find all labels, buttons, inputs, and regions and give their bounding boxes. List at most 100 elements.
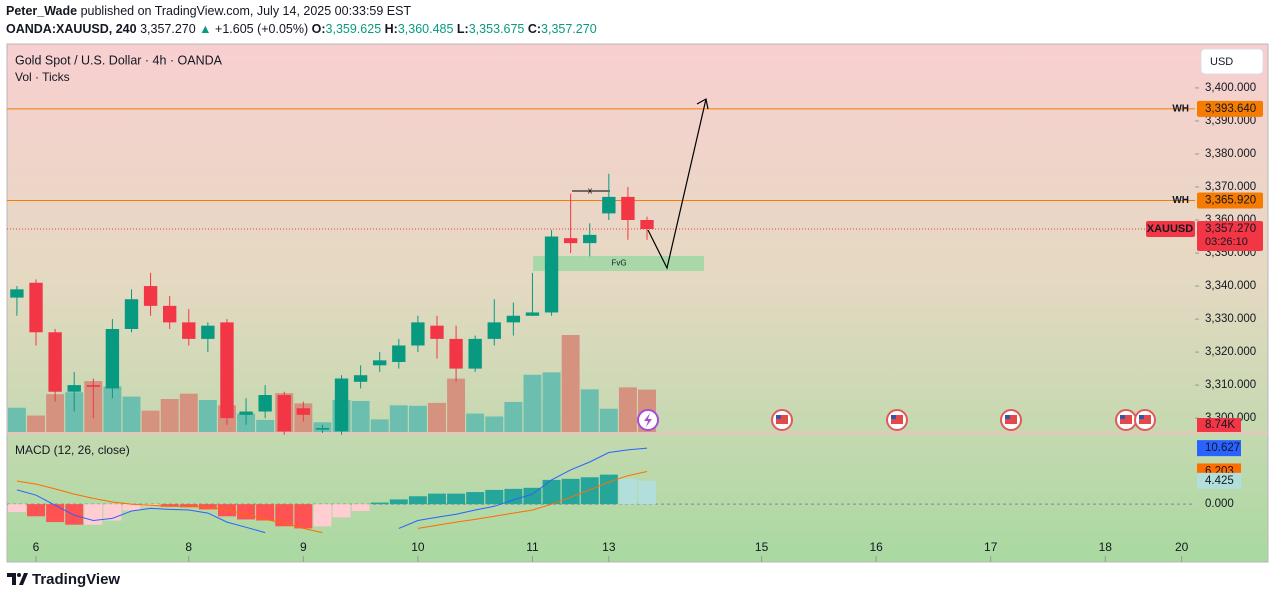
ohlc-label: O: bbox=[312, 22, 326, 36]
candle-body bbox=[411, 322, 425, 346]
volume-label: 8.74K bbox=[1205, 419, 1235, 431]
candle-body bbox=[105, 328, 120, 389]
histogram-bar bbox=[618, 478, 637, 505]
candle-body bbox=[563, 238, 578, 244]
fvg-label: FvG bbox=[611, 259, 626, 268]
macd-value-label: 4.425 bbox=[1205, 475, 1234, 487]
symbol: OANDA:XAUUSD, 240 bbox=[6, 22, 137, 36]
volume-bar bbox=[256, 419, 275, 432]
histogram-bar bbox=[599, 474, 618, 505]
candle-body bbox=[315, 428, 330, 430]
candle-body bbox=[525, 312, 540, 316]
y-tick-label: 3,380.000 bbox=[1205, 148, 1256, 160]
level-label: 3,393.640 bbox=[1205, 103, 1256, 115]
price-label: 3,357.270 bbox=[1205, 223, 1256, 235]
histogram-bar bbox=[84, 504, 103, 525]
volume-bar bbox=[466, 413, 485, 432]
volume-bar bbox=[580, 389, 599, 432]
logo-icon bbox=[7, 573, 28, 585]
macd-badge bbox=[1197, 440, 1241, 457]
chart-title: Gold Spot / U.S. Dollar · 4h · OANDA bbox=[15, 53, 223, 67]
histogram-bar bbox=[370, 502, 389, 505]
y-tick-label: 3,400.000 bbox=[1205, 82, 1256, 94]
change: +1.605 (+0.05%) bbox=[215, 22, 308, 36]
candle-body bbox=[10, 289, 24, 298]
volume-bar bbox=[408, 405, 427, 432]
drawn-arrow bbox=[647, 98, 707, 270]
candle-body bbox=[487, 322, 501, 339]
candle-body bbox=[86, 385, 100, 387]
volume-badge bbox=[1197, 418, 1241, 432]
candle-body bbox=[392, 345, 406, 362]
x-tick-label: 10 bbox=[411, 540, 425, 554]
volume-bar bbox=[160, 399, 179, 432]
publish-line: Peter_Wade published on TradingView.com,… bbox=[6, 4, 411, 18]
event-icons bbox=[637, 409, 659, 431]
macd-tick-label: 0.000 bbox=[1205, 498, 1234, 510]
histogram-bar bbox=[256, 504, 275, 521]
flag-canton bbox=[776, 415, 781, 419]
candle-body bbox=[67, 385, 81, 392]
x-tick-label: 20 bbox=[1175, 540, 1189, 554]
volume-bar bbox=[27, 415, 45, 432]
histogram-bar bbox=[561, 478, 580, 505]
histogram-bar bbox=[7, 504, 26, 513]
candle-body bbox=[373, 360, 387, 366]
level-name: WH bbox=[1172, 195, 1189, 206]
currency[interactable]: USD bbox=[1210, 56, 1233, 68]
flag-canton bbox=[1005, 415, 1010, 419]
arrow: ▲ bbox=[199, 22, 211, 36]
volume-bar bbox=[504, 401, 523, 432]
candle-body bbox=[468, 338, 482, 369]
volume-bar bbox=[542, 372, 561, 432]
flag bbox=[776, 415, 788, 424]
volume-bar bbox=[122, 396, 141, 432]
last: 3,357.270 bbox=[140, 22, 196, 36]
histogram-bar bbox=[275, 504, 294, 527]
candle-body bbox=[449, 338, 463, 369]
histogram-bar bbox=[198, 504, 217, 510]
candle-body bbox=[544, 236, 559, 313]
ohlc-label: L: bbox=[457, 22, 469, 36]
chart-subtitle: Vol · Ticks bbox=[15, 70, 70, 84]
candle-body bbox=[29, 282, 43, 333]
currency-button[interactable] bbox=[1200, 48, 1264, 75]
x-tick-label: 18 bbox=[1099, 540, 1113, 554]
histogram-bar bbox=[313, 504, 332, 527]
chart-frame bbox=[6, 43, 1269, 563]
histogram-bar bbox=[466, 492, 485, 505]
candle-body bbox=[506, 315, 521, 323]
volume-bar bbox=[370, 419, 389, 432]
volume-bar bbox=[46, 394, 65, 432]
candle-body bbox=[201, 325, 215, 339]
candle-body bbox=[239, 411, 253, 415]
histogram-bar bbox=[428, 493, 446, 505]
y-tick-label: 3,340.000 bbox=[1205, 280, 1256, 292]
candle-body bbox=[220, 322, 234, 419]
logo: TradingView bbox=[7, 571, 120, 588]
candle-body bbox=[258, 395, 272, 412]
y-tick-label: 3,310.000 bbox=[1205, 379, 1256, 391]
signal-line bbox=[16, 471, 648, 534]
candle-body bbox=[430, 325, 444, 339]
volume-bar bbox=[103, 386, 122, 432]
histogram-bar bbox=[504, 488, 523, 505]
macd-title: MACD (12, 26, close) bbox=[15, 443, 130, 457]
volume-bar bbox=[65, 392, 84, 432]
histogram-bar bbox=[485, 489, 504, 505]
candle-body bbox=[296, 408, 311, 415]
histogram-bar bbox=[389, 499, 408, 505]
histogram-bar bbox=[542, 479, 561, 505]
x-tick-label: 6 bbox=[33, 540, 40, 554]
x-tick-label: 9 bbox=[300, 540, 307, 554]
volume-bar bbox=[447, 378, 466, 432]
histogram-bar bbox=[408, 496, 427, 505]
candle-body bbox=[48, 332, 62, 392]
candle-body bbox=[602, 196, 616, 214]
ohlc-value: 3,359.625 bbox=[326, 22, 382, 36]
flag-canton bbox=[1120, 415, 1125, 419]
candle-body bbox=[640, 220, 654, 230]
histogram-bar bbox=[27, 504, 45, 517]
x-tick-label: 13 bbox=[602, 540, 616, 554]
